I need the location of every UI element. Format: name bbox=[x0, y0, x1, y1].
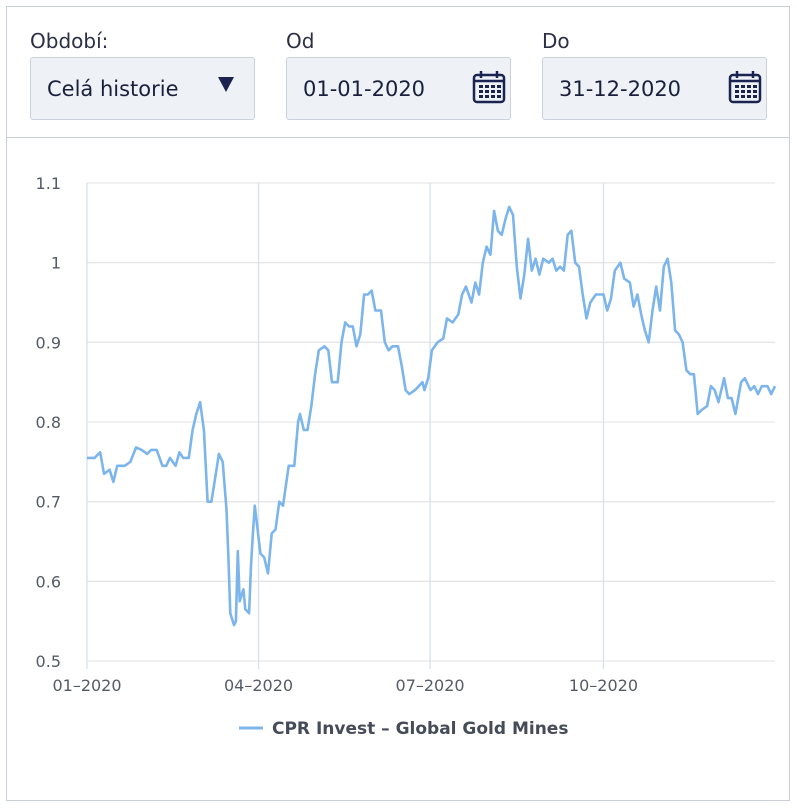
series-line[interactable] bbox=[87, 205, 777, 627]
x-tick-label: 10–2020 bbox=[569, 676, 638, 695]
y-tick-label: 0.5 bbox=[36, 652, 61, 671]
calendar-icon[interactable] bbox=[727, 69, 763, 105]
x-axis-ticks: 01–2020 04–2020 07–2020 10–2020 bbox=[52, 676, 638, 695]
from-date-value: 01-01-2020 bbox=[303, 77, 426, 101]
y-tick-label: 1 bbox=[51, 254, 61, 273]
x-tick-label: 01–2020 bbox=[52, 676, 121, 695]
y-tick-label: 0.9 bbox=[36, 333, 61, 352]
price-chart[interactable]: 0.5 0.6 0.7 0.8 0.9 1 1.1 01–2020 04–2020 07–202… bbox=[7, 138, 788, 798]
y-tick-label: 0.6 bbox=[36, 572, 61, 591]
legend-series-label: CPR Invest – Global Gold Mines bbox=[272, 719, 568, 739]
y-tick-label: 0.7 bbox=[36, 493, 61, 512]
from-date-field[interactable]: 01-01-2020 bbox=[286, 57, 511, 120]
calendar-icon[interactable] bbox=[471, 69, 507, 105]
to-date-field[interactable]: 31-12-2020 bbox=[542, 57, 767, 120]
x-tick-label: 04–2020 bbox=[224, 676, 293, 695]
to-label: Do bbox=[542, 29, 570, 53]
x-tick-label: 07–2020 bbox=[396, 676, 465, 695]
from-label: Od bbox=[286, 29, 315, 53]
filter-bar: Období: Celá historie Od 01-01-2020 Do bbox=[7, 7, 789, 138]
y-tick-label: 0.8 bbox=[36, 413, 61, 432]
y-axis-ticks: 0.5 0.6 0.7 0.8 0.9 1 1.1 bbox=[36, 174, 61, 671]
to-date-value: 31-12-2020 bbox=[559, 77, 682, 101]
y-tick-label: 1.1 bbox=[36, 174, 61, 193]
period-value: Celá historie bbox=[47, 77, 179, 101]
chart-grid bbox=[86, 182, 775, 669]
chart-legend[interactable]: CPR Invest – Global Gold Mines bbox=[239, 719, 568, 739]
caret-down-icon bbox=[218, 77, 234, 92]
chart-widget: Období: Celá historie Od 01-01-2020 Do bbox=[6, 6, 790, 801]
period-label: Období: bbox=[30, 29, 109, 53]
period-select[interactable]: Celá historie bbox=[30, 57, 255, 120]
